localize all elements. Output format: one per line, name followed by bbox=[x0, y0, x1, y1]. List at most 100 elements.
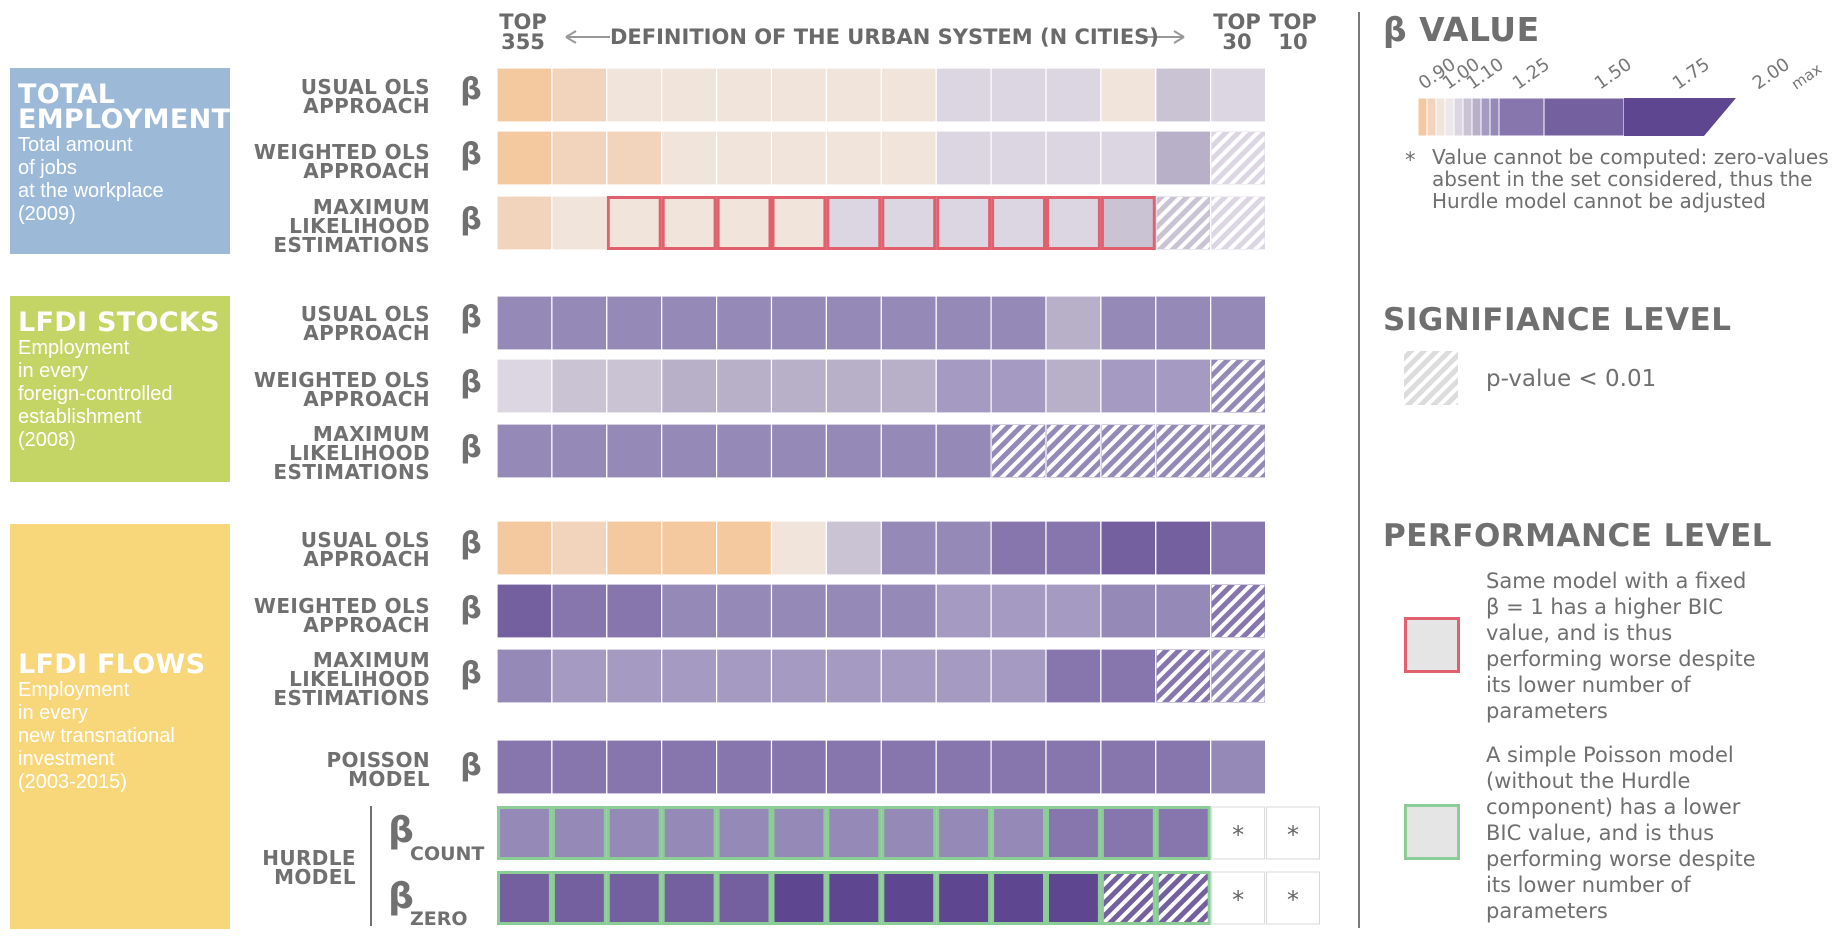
heat-cell bbox=[606, 520, 663, 576]
row-label-te-mle: MAXIMUM LIKELIHOOD ESTIMATIONS bbox=[140, 195, 430, 255]
green-frame bbox=[497, 806, 552, 860]
legend-significance-title: SIGNIFIANCE LEVEL bbox=[1383, 302, 1732, 338]
row-label-line: LIKELIHOOD bbox=[289, 214, 430, 238]
legend-green-line: its lower number of bbox=[1486, 873, 1691, 897]
row-label-line: WEIGHTED OLS bbox=[253, 140, 430, 164]
heat-cell bbox=[990, 739, 1047, 795]
legend-significance-text: p-value < 0.01 bbox=[1486, 366, 1657, 392]
legend-note-line: Value cannot be computed: zero-values bbox=[1432, 145, 1829, 169]
row-label-fl-weighted-ols: WEIGHTED OLS APPROACH bbox=[140, 596, 430, 635]
heat-cell bbox=[1100, 648, 1157, 704]
beta-symbol: β bbox=[460, 137, 482, 172]
red-frame bbox=[661, 196, 717, 250]
group-title-line: LFDI FLOWS bbox=[18, 649, 206, 680]
heat-cell bbox=[715, 805, 773, 861]
green-frame bbox=[1100, 871, 1156, 925]
heat-cell bbox=[1100, 520, 1157, 576]
green-frame bbox=[1100, 806, 1156, 860]
heat-cell bbox=[935, 648, 992, 704]
legend-beta-title: β VALUE bbox=[1383, 10, 1540, 49]
heat-cell bbox=[990, 358, 1047, 414]
col-header-top355-line1: TOP bbox=[499, 10, 547, 34]
row-label-line: APPROACH bbox=[303, 321, 430, 345]
scale-swatch bbox=[1480, 97, 1491, 137]
row-label-fl-poisson: POISSON MODEL bbox=[140, 748, 430, 789]
heat-cell bbox=[715, 130, 773, 186]
row-label-line: LIKELIHOOD bbox=[289, 667, 430, 691]
col-header-top10: TOP 10 bbox=[1268, 10, 1318, 53]
heat-cell bbox=[935, 583, 992, 639]
group-desc-line: Total amount bbox=[18, 134, 133, 156]
red-frame bbox=[771, 196, 827, 250]
group-desc-line: in every bbox=[18, 360, 89, 382]
heat-cell bbox=[880, 739, 937, 795]
heat-cell-asterisk: * bbox=[1287, 886, 1299, 914]
heat-cell bbox=[770, 67, 828, 123]
scale-swatch bbox=[1498, 97, 1545, 137]
row-label-fl-hurdle: HURDLE MODEL bbox=[66, 848, 356, 887]
legend-red-line: value, and is thus bbox=[1486, 621, 1673, 645]
heat-cell bbox=[825, 739, 882, 795]
heat-cell bbox=[715, 67, 773, 123]
heat-cell bbox=[551, 739, 608, 795]
heat-cell bbox=[715, 583, 773, 639]
group-desc-line: investment bbox=[18, 748, 115, 770]
heat-cell bbox=[880, 870, 937, 926]
legend-hatch-swatch bbox=[1404, 351, 1458, 405]
heat-cell bbox=[661, 295, 718, 351]
row-label-line: POISSON bbox=[326, 748, 430, 772]
legend-red-text: Same model with a fixed β = 1 has a high… bbox=[1486, 568, 1756, 724]
heat-cell bbox=[661, 870, 718, 926]
green-frame bbox=[497, 871, 552, 925]
heat-cell bbox=[880, 195, 937, 251]
heat-cell bbox=[1100, 295, 1157, 351]
heat-cell bbox=[1100, 130, 1157, 186]
heat-cell-hatch bbox=[1211, 360, 1265, 412]
heat-cell bbox=[1210, 520, 1267, 576]
heat-cell bbox=[1045, 295, 1102, 351]
heat-cell bbox=[1045, 583, 1102, 639]
green-frame bbox=[936, 806, 992, 860]
green-frame bbox=[716, 806, 772, 860]
heat-cell bbox=[935, 67, 992, 123]
heat-cell-hatch bbox=[1156, 425, 1210, 477]
row-label-st-mle: MAXIMUM LIKELIHOOD ESTIMATIONS bbox=[140, 424, 430, 482]
heat-cell bbox=[1100, 805, 1157, 861]
green-frame bbox=[826, 806, 882, 860]
legend-red-line: parameters bbox=[1486, 699, 1608, 723]
heat-cell bbox=[990, 67, 1047, 123]
heat-cell bbox=[770, 130, 828, 186]
group-desc-line: in every bbox=[18, 702, 89, 724]
definition-title: DEFINITION OF THE URBAN SYSTEM (N CITIES… bbox=[610, 25, 1159, 49]
heat-cell bbox=[1100, 67, 1157, 123]
legend-green-line: BIC value, and is thus bbox=[1486, 821, 1715, 845]
heat-cell bbox=[551, 805, 608, 861]
green-frame bbox=[881, 871, 937, 925]
col-header-top10-line1: TOP bbox=[1269, 10, 1317, 34]
heat-cell bbox=[496, 583, 553, 639]
green-frame bbox=[1046, 806, 1101, 860]
heat-cell bbox=[880, 295, 937, 351]
group-desc-line: Employment bbox=[18, 337, 130, 359]
heat-cell bbox=[661, 648, 718, 704]
beta-symbol: β bbox=[460, 526, 482, 561]
heat-cell-na bbox=[1211, 806, 1266, 860]
heat-cell bbox=[551, 870, 608, 926]
green-frame bbox=[1155, 871, 1211, 925]
row-label-line: MAXIMUM bbox=[312, 195, 430, 219]
heat-cell-hatch bbox=[1101, 872, 1155, 924]
col-header-top30-line2: 30 bbox=[1222, 30, 1252, 54]
group-desc-line: establishment bbox=[18, 406, 142, 428]
left-arrow-head bbox=[565, 30, 577, 44]
row-label-fl-mle: MAXIMUM LIKELIHOOD ESTIMATIONS bbox=[140, 650, 430, 708]
heat-cell bbox=[990, 870, 1047, 926]
row-label-st-usual-ols: USUAL OLS APPROACH bbox=[140, 304, 430, 345]
heat-cell bbox=[661, 739, 718, 795]
heat-cell bbox=[1210, 739, 1267, 795]
scale-swatch bbox=[1426, 97, 1437, 137]
heat-cell bbox=[825, 805, 882, 861]
heat-cell bbox=[661, 583, 718, 639]
heat-cell-hatch bbox=[1211, 132, 1265, 184]
green-frame bbox=[1155, 806, 1211, 860]
